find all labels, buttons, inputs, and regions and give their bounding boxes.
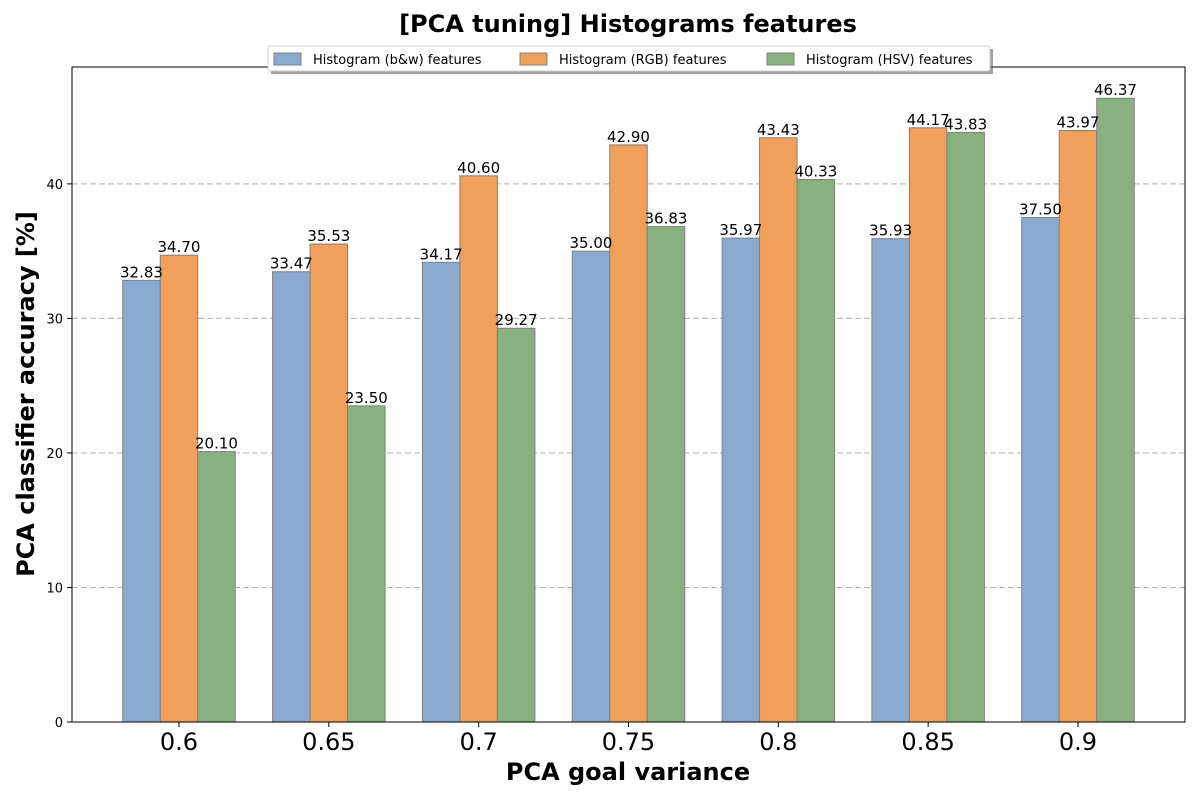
legend-label: Histogram (RGB) features [559, 53, 727, 68]
y-tick-label: 0 [55, 716, 63, 731]
bar [796, 178, 836, 723]
bar-value-label: 20.10 [195, 435, 238, 453]
y-tick-label: 10 [46, 581, 63, 596]
bar [1096, 97, 1135, 723]
bar-value-label: 40.60 [457, 159, 500, 177]
y-tick-label: 20 [46, 447, 63, 462]
y-tick-label: 40 [46, 178, 63, 193]
legend-items: Histogram (b&w) features Histogram (RGB) … [273, 52, 973, 68]
bar-value-label: 35.00 [570, 234, 613, 252]
bar [459, 175, 498, 723]
y-axis-ticks: 0 10 20 30 40 [46, 178, 72, 731]
bar [347, 405, 386, 723]
legend-label: Histogram (b&w) features [313, 53, 482, 68]
legend-swatch [766, 52, 795, 66]
bar [122, 279, 161, 723]
bar-value-label: 32.83 [120, 263, 163, 281]
bar-value-label: 43.83 [944, 115, 987, 133]
bar-value-label: 35.97 [719, 221, 762, 239]
x-tick-label: 0.7 [460, 728, 498, 756]
grid-lines [72, 183, 1185, 588]
bar-value-label: 34.17 [420, 245, 463, 263]
bar [646, 226, 686, 723]
bars [122, 97, 1135, 723]
x-tick-label: 0.75 [602, 728, 655, 756]
bar [159, 254, 199, 723]
bar-value-label: 40.33 [794, 162, 837, 180]
x-tick-label: 0.85 [901, 728, 954, 756]
bar-value-label: 23.50 [345, 389, 388, 407]
bar-value-label: 36.83 [645, 210, 688, 228]
bar [309, 243, 349, 723]
bar [272, 271, 311, 723]
legend-swatch [519, 52, 548, 66]
legend-label: Histogram (HSV) features [806, 53, 973, 68]
bar [496, 327, 536, 723]
bar-value-label: 46.37 [1094, 81, 1137, 99]
bar [721, 237, 761, 723]
bar [197, 451, 236, 723]
bar-value-label: 44.17 [907, 111, 950, 129]
legend-swatch [273, 52, 302, 66]
x-tick-label: 0.9 [1059, 728, 1097, 756]
bar [759, 137, 798, 723]
bar-value-label: 33.47 [270, 255, 313, 273]
bar [609, 144, 648, 723]
x-tick-label: 0.8 [759, 728, 797, 756]
bar [871, 238, 910, 723]
bar [908, 127, 948, 723]
bar [1021, 217, 1060, 723]
x-axis-label: PCA goal variance [506, 758, 750, 786]
chart-title: [PCA tuning] Histograms features [399, 10, 857, 38]
bar [571, 250, 611, 723]
bar [1058, 129, 1098, 723]
data-labels: 32.83 34.70 20.10 33.47 35.53 23.50 34.17 40.60… [120, 81, 1137, 452]
bar-value-label: 43.97 [1057, 113, 1100, 131]
x-tick-label: 0.6 [160, 728, 198, 756]
bar-value-label: 34.70 [158, 238, 201, 256]
legend-box [267, 45, 991, 72]
bar-value-label: 35.93 [869, 222, 912, 240]
bar-value-label: 29.27 [495, 311, 538, 329]
bar-value-label: 35.53 [307, 227, 350, 245]
x-tick-label: 0.65 [302, 728, 355, 756]
y-tick-label: 30 [46, 312, 63, 327]
bar [946, 131, 985, 723]
x-axis-ticks: 0.6 0.65 0.7 0.75 0.8 0.85 0.9 [160, 722, 1097, 756]
bar [421, 261, 461, 723]
bar-value-label: 37.50 [1019, 201, 1062, 219]
legend: Histogram (b&w) features Histogram (RGB) … [267, 45, 993, 74]
y-axis-label: PCA classifier accuracy [%] [12, 211, 40, 577]
bar-value-label: 43.43 [757, 121, 800, 139]
bar-value-label: 42.90 [607, 128, 650, 146]
